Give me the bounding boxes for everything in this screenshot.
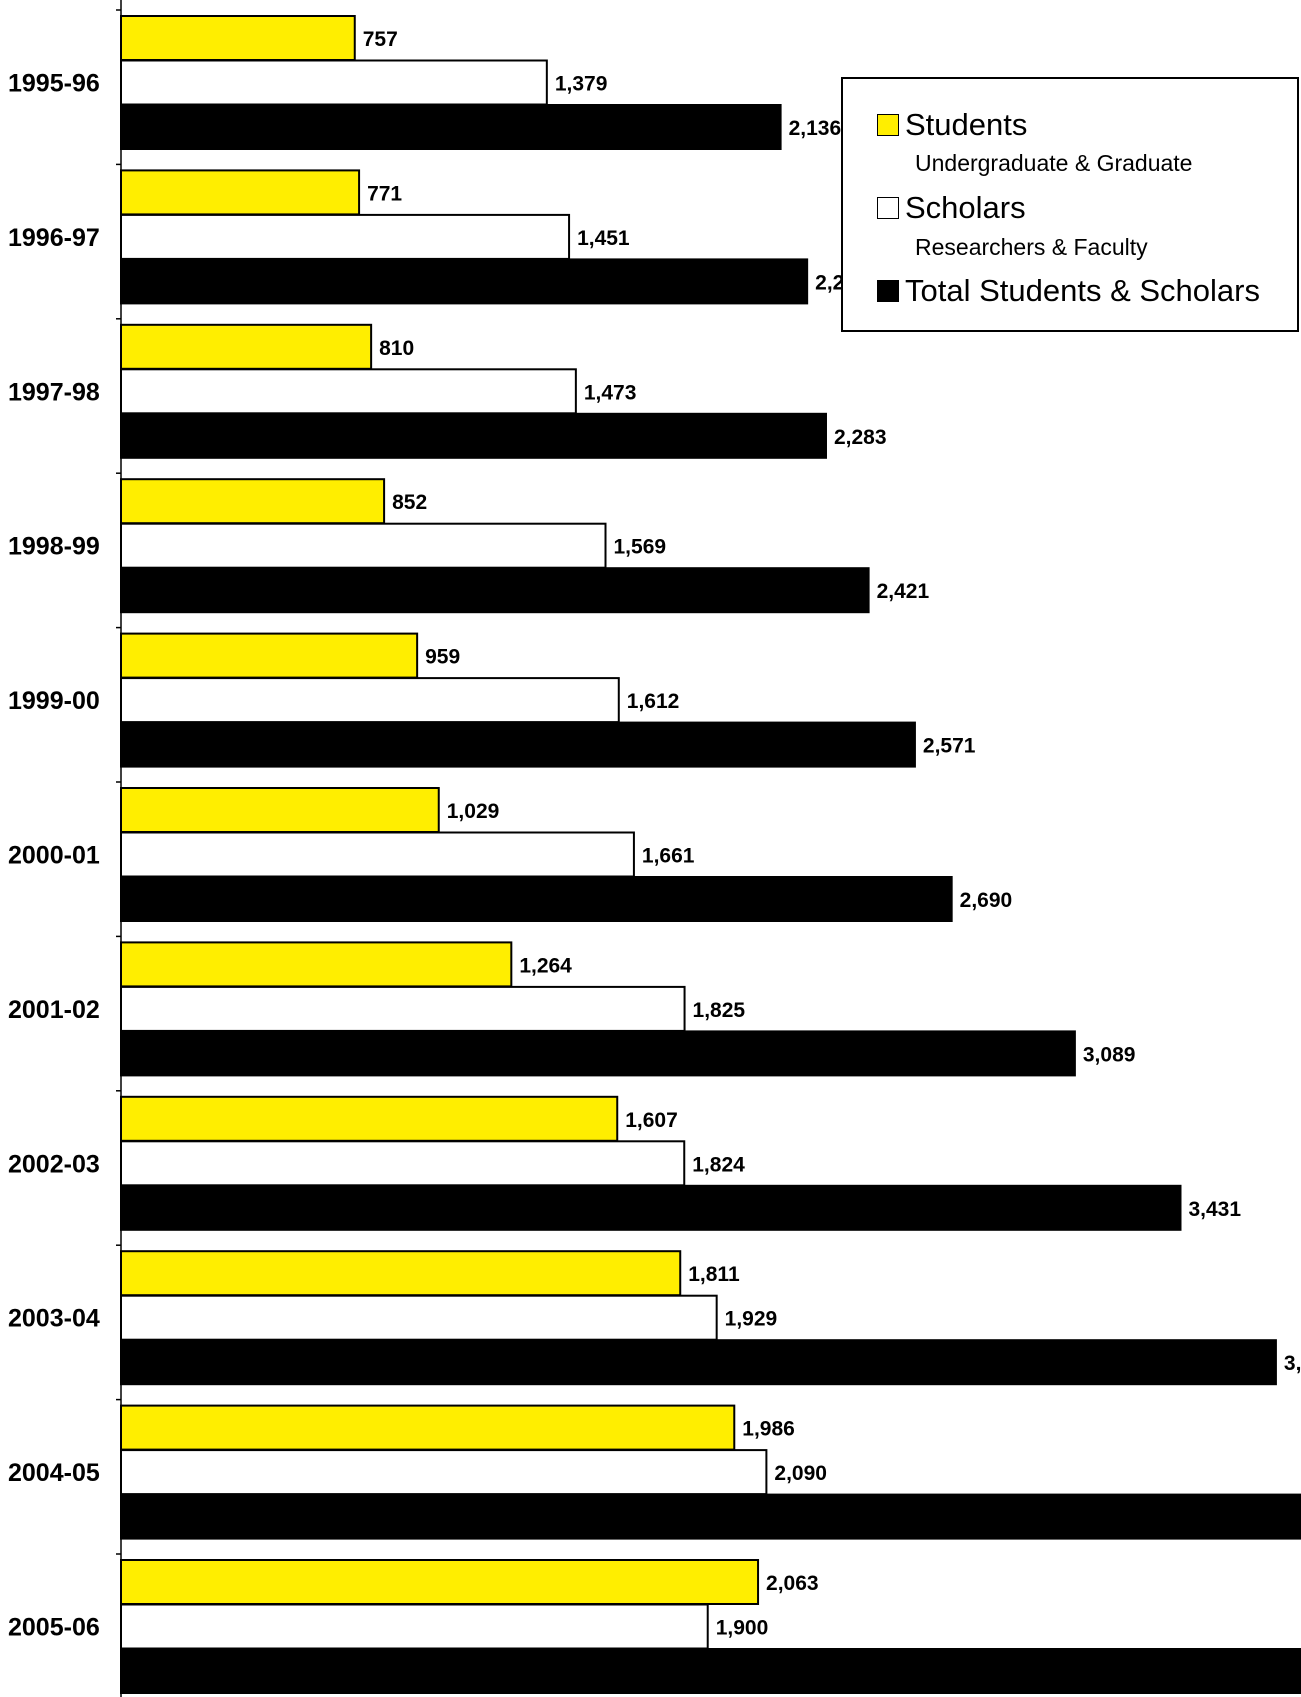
data-label: 2,421 bbox=[877, 580, 930, 603]
category-label: 1998-99 bbox=[8, 533, 100, 561]
data-label: 1,824 bbox=[692, 1153, 745, 1176]
data-label: 1,029 bbox=[447, 800, 500, 823]
data-label: 2,283 bbox=[834, 426, 887, 449]
data-label: 1,986 bbox=[742, 1418, 795, 1441]
data-label: 1,379 bbox=[555, 73, 608, 96]
data-label: 1,473 bbox=[584, 381, 637, 404]
bar-total bbox=[120, 258, 809, 305]
data-label: 1,607 bbox=[625, 1109, 678, 1132]
category-label: 1999-00 bbox=[8, 687, 100, 715]
bar-total bbox=[120, 876, 953, 922]
category-label: 1996-97 bbox=[8, 224, 100, 252]
legend-sublabel-scholars: Researchers & Faculty bbox=[915, 234, 1148, 260]
bar-students bbox=[120, 787, 440, 833]
data-label: 1,900 bbox=[716, 1617, 769, 1640]
plot-area: 1995-967571,3792,1361996-977711,4512,222… bbox=[8, 0, 1301, 1697]
data-label: 1,569 bbox=[614, 536, 667, 559]
data-label: 1,451 bbox=[577, 227, 630, 250]
category-label: 2000-01 bbox=[8, 842, 100, 870]
data-label: 1,661 bbox=[642, 845, 695, 868]
data-label: 771 bbox=[367, 182, 402, 205]
category-label: 2005-06 bbox=[8, 1614, 100, 1642]
data-label: 757 bbox=[363, 28, 398, 51]
data-label: 2,063 bbox=[766, 1572, 819, 1595]
bar-students bbox=[120, 323, 373, 370]
legend-label-total: Total Students & Scholars bbox=[905, 273, 1260, 308]
bar-students bbox=[120, 1250, 682, 1297]
data-label: 3,740 bbox=[1284, 1352, 1301, 1375]
bar-total bbox=[120, 567, 870, 614]
bar-total bbox=[120, 1648, 1301, 1694]
legend-swatch-total bbox=[877, 280, 899, 302]
data-label: 1,612 bbox=[627, 690, 680, 713]
bar-scholars bbox=[120, 985, 686, 1032]
legend-swatch-students bbox=[877, 114, 899, 136]
bar-total bbox=[120, 721, 916, 768]
bar-scholars bbox=[120, 1449, 768, 1496]
bar-total bbox=[120, 1339, 1277, 1386]
bar-scholars bbox=[120, 677, 620, 724]
data-label: 1,929 bbox=[725, 1308, 778, 1331]
data-label: 2,571 bbox=[923, 735, 976, 758]
data-label: 1,825 bbox=[693, 999, 746, 1022]
bar-scholars bbox=[120, 59, 548, 106]
data-label: 3,089 bbox=[1083, 1043, 1136, 1066]
bar-students bbox=[120, 169, 361, 216]
category-label: 1995-96 bbox=[8, 70, 100, 98]
data-label: 3,431 bbox=[1188, 1198, 1241, 1221]
bar-scholars bbox=[120, 1140, 686, 1187]
legend-sublabel-students: Undergraduate & Graduate bbox=[915, 150, 1193, 176]
legend-item-scholars: Scholars bbox=[877, 190, 1026, 226]
legend: Students Undergraduate & Graduate Schola… bbox=[841, 77, 1299, 332]
bar-total bbox=[120, 104, 782, 150]
bar-scholars bbox=[120, 522, 607, 569]
category-label: 2003-04 bbox=[8, 1305, 100, 1333]
data-label: 2,090 bbox=[774, 1462, 827, 1485]
data-label: 2,690 bbox=[960, 889, 1013, 912]
bar-scholars bbox=[120, 1294, 718, 1341]
data-label: 810 bbox=[379, 337, 414, 360]
bar-scholars bbox=[120, 1603, 709, 1650]
bar-total bbox=[120, 1184, 1182, 1231]
bar-students bbox=[120, 1404, 736, 1451]
bar-students bbox=[120, 478, 386, 525]
bar-students bbox=[120, 15, 356, 61]
bar-students bbox=[120, 632, 419, 679]
data-label: 959 bbox=[425, 646, 460, 669]
legend-swatch-scholars bbox=[877, 197, 899, 219]
category-label: 2004-05 bbox=[8, 1459, 100, 1487]
bar-total bbox=[120, 412, 827, 459]
data-label: 2,136 bbox=[789, 117, 842, 140]
data-label: 1,264 bbox=[519, 954, 572, 977]
bar-scholars bbox=[120, 368, 577, 415]
bar-students bbox=[120, 941, 513, 988]
bar-scholars bbox=[120, 213, 571, 260]
legend-item-total: Total Students & Scholars bbox=[877, 273, 1260, 309]
bar-scholars bbox=[120, 831, 635, 878]
bar-students bbox=[120, 1559, 760, 1605]
data-label: 1,811 bbox=[688, 1263, 740, 1286]
bar-students bbox=[120, 1095, 619, 1142]
category-label: 1997-98 bbox=[8, 378, 100, 406]
legend-item-students: Students bbox=[877, 107, 1027, 143]
bar-total bbox=[120, 1493, 1301, 1540]
category-label: 2002-03 bbox=[8, 1150, 100, 1178]
category-label: 2001-02 bbox=[8, 996, 100, 1024]
legend-label-scholars: Scholars bbox=[905, 190, 1026, 225]
bar-total bbox=[120, 1030, 1076, 1077]
legend-label-students: Students bbox=[905, 107, 1028, 142]
data-label: 852 bbox=[392, 491, 427, 514]
